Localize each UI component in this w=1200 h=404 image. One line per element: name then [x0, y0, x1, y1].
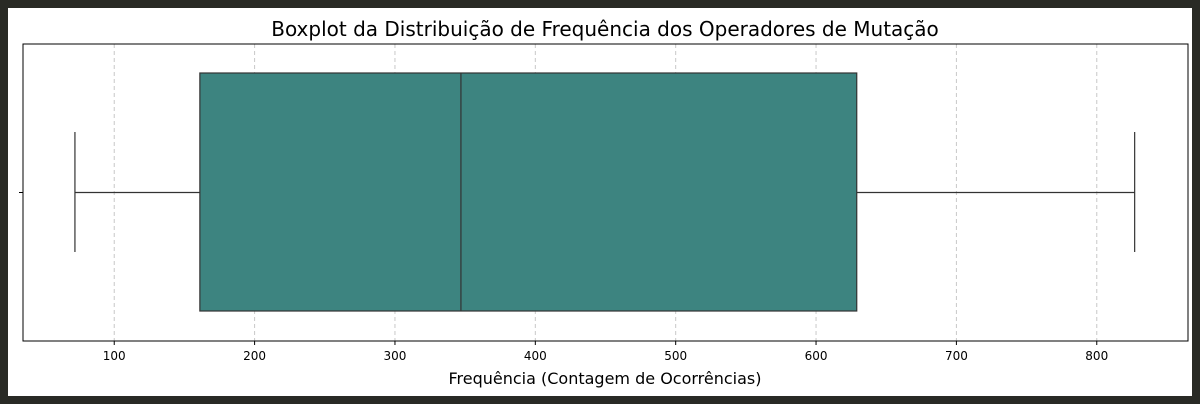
x-axis-ticks: 100 200 300 400 500 600 700 800	[19, 192, 1108, 363]
boxplot-chart: Boxplot da Distribuição de Frequência do…	[19, 17, 1189, 388]
x-tick-label-700: 700	[945, 349, 968, 363]
iqr-box	[199, 72, 858, 312]
x-tick-label-600: 600	[805, 349, 828, 363]
chart-title: Boxplot da Distribuição de Frequência do…	[271, 17, 939, 41]
x-tick-label-400: 400	[524, 349, 547, 363]
x-tick-label-100: 100	[103, 349, 126, 363]
x-tick-label-200: 200	[243, 349, 266, 363]
x-axis-label: Frequência (Contagem de Ocorrências)	[448, 369, 761, 388]
x-tick-label-300: 300	[384, 349, 407, 363]
x-tick-label-800: 800	[1085, 349, 1108, 363]
box-layer	[74, 72, 1136, 312]
x-tick-label-500: 500	[664, 349, 687, 363]
figure-frame: Boxplot da Distribuição de Frequência do…	[8, 8, 1192, 396]
